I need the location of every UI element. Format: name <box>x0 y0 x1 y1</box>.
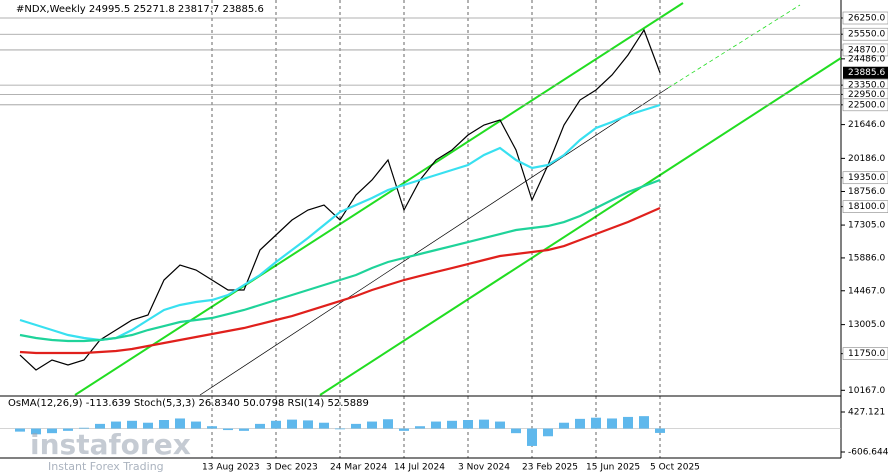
x-tick-label: 5 Oct 2025 <box>650 463 700 473</box>
osma-bar <box>191 421 201 429</box>
channel-upper <box>74 2 684 396</box>
osma-bar <box>271 420 281 429</box>
osma-bar <box>255 423 265 429</box>
osma-bar <box>31 428 41 435</box>
y-tick-label: 18100.0 <box>848 202 885 212</box>
x-tick-label: 23 Feb 2025 <box>522 463 578 473</box>
osma-bar <box>111 421 121 429</box>
osma-bar <box>623 416 633 429</box>
osma-bar <box>127 420 137 429</box>
y-tick-label: 20186.0 <box>848 154 885 164</box>
osma-bar <box>543 428 553 437</box>
y-tick-label: 10167.0 <box>848 386 885 396</box>
osma-bar <box>95 423 105 429</box>
chart-title: #NDX,Weekly 24995.5 25271.8 23817.7 2388… <box>16 4 264 15</box>
osma-bar <box>159 420 169 429</box>
x-tick-label: 24 Mar 2024 <box>330 463 387 473</box>
osma-bar <box>319 422 329 429</box>
x-tick-label: 3 Nov 2024 <box>458 463 510 473</box>
channel <box>74 2 842 396</box>
osma-bar <box>239 428 249 431</box>
watermark: instaforex <box>30 428 191 461</box>
y-tick-label: 11750.0 <box>848 349 885 359</box>
osma-bar <box>351 423 361 429</box>
osma-bar <box>383 419 393 429</box>
osma-bar <box>511 428 521 434</box>
trend-extension <box>667 4 801 89</box>
osma-bar <box>15 428 25 432</box>
level-label-box <box>842 11 888 25</box>
price-line <box>19 28 661 371</box>
x-tick-label: 13 Aug 2023 <box>202 463 260 473</box>
osma-bar <box>63 428 73 431</box>
x-tick-label: 3 Dec 2023 <box>266 463 318 473</box>
trend-line <box>199 87 669 396</box>
watermark-sub: Instant Forex Trading <box>48 460 164 473</box>
osma-bar <box>223 428 233 431</box>
osma-bar <box>495 421 505 429</box>
osma-bar <box>335 428 345 430</box>
y-tick-label: 13005.0 <box>848 320 885 330</box>
osma-bar <box>175 418 185 429</box>
current-price-box <box>843 66 888 79</box>
level-label-box <box>842 27 888 41</box>
osma-bar <box>367 421 377 429</box>
osma-bar <box>303 420 313 429</box>
ma-line <box>19 207 661 355</box>
osma-bar <box>559 422 569 429</box>
y-tick-label: 26250.0 <box>848 14 885 24</box>
x-tick-label: 15 Jun 2025 <box>586 463 640 473</box>
y-tick-label: 18756.0 <box>848 187 885 197</box>
osma-bar <box>415 426 425 429</box>
osma-bar <box>79 427 89 429</box>
osma-bar <box>287 419 297 429</box>
osma-bar <box>575 418 585 429</box>
osma-bar <box>591 417 601 429</box>
osma-bar <box>479 419 489 429</box>
current-price-label: 23885.6 <box>848 68 885 78</box>
osma-bar <box>655 428 665 433</box>
y-tick-label: 22500.0 <box>848 100 885 110</box>
level-label-box <box>842 171 888 185</box>
osma-bar <box>47 428 57 434</box>
y-tick-label: 21646.0 <box>848 120 885 130</box>
y-tick-label: 23350.0 <box>848 81 885 91</box>
oscillator-title: OsMA(12,26,9) -113.639 Stoch(5,3,3) 26.8… <box>8 398 369 409</box>
level-label-box <box>842 98 888 112</box>
level-label-box <box>842 200 888 213</box>
ma-line <box>19 103 661 342</box>
osma-bar <box>463 420 473 429</box>
y-tick-label: 22950.0 <box>848 90 885 100</box>
channel-lower <box>319 57 842 396</box>
level-label-box <box>842 347 888 360</box>
ma-line <box>19 178 661 343</box>
osma-bar <box>447 420 457 429</box>
y-tick-label: 14467.0 <box>848 286 885 296</box>
y-tick-label: -606.644 <box>848 448 888 458</box>
osma-bar <box>527 428 537 446</box>
y-tick-label: 15886.0 <box>848 253 885 263</box>
y-tick-label: 17305.0 <box>848 221 885 231</box>
y-tick-label: 427.121 <box>848 408 885 418</box>
osma-bar <box>639 416 649 429</box>
y-tick-label: 24870.0 <box>848 45 885 55</box>
osma-bar <box>399 428 409 431</box>
y-tick-label: 25550.0 <box>848 30 885 40</box>
osma-bar <box>607 418 617 429</box>
level-label-box <box>842 43 888 57</box>
osma-bar <box>207 426 217 429</box>
osma-bar <box>143 422 153 429</box>
x-tick-label: 14 Jul 2024 <box>394 463 445 473</box>
osma-bar <box>431 421 441 429</box>
y-tick-label: 24486.0 <box>848 54 885 64</box>
y-tick-label: 19350.0 <box>848 173 885 183</box>
